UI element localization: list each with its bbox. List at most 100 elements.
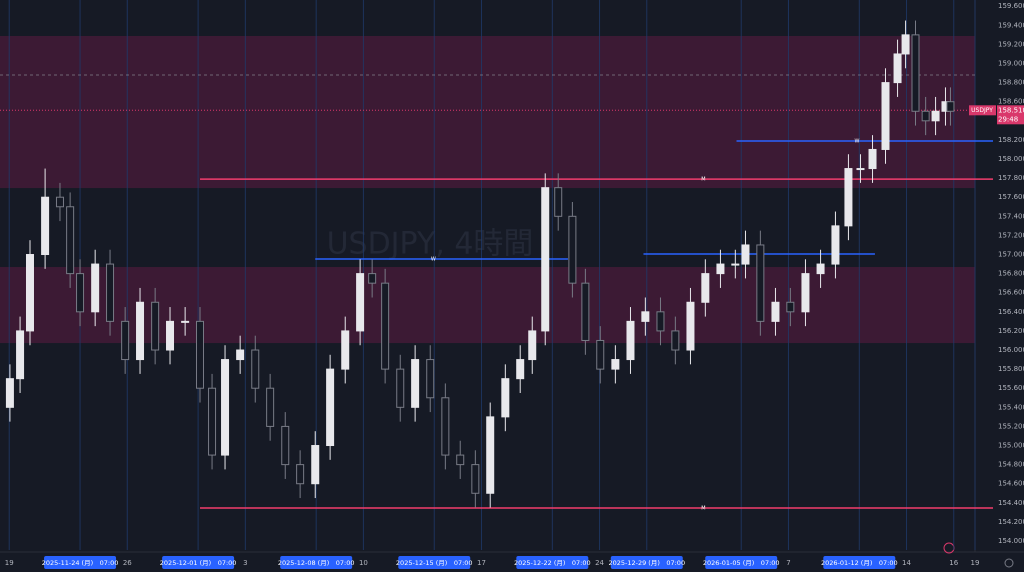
candle-body — [946, 101, 955, 112]
y-tick-label: 158.800 — [998, 79, 1024, 87]
y-tick-label: 154.000 — [998, 537, 1024, 545]
candle-body — [66, 206, 75, 275]
candle-body — [921, 110, 930, 122]
watermark: USDJPY, 4時間 — [327, 227, 534, 262]
candle-body — [568, 215, 577, 284]
zone — [0, 36, 975, 189]
y-tick-label: 159.400 — [998, 21, 1024, 29]
x-tick-label: 2025-12-15 (月) 07:00 — [396, 559, 473, 567]
candle-body — [251, 349, 260, 389]
last-price-label: 158.510 — [998, 106, 1024, 114]
y-tick-label: 156.400 — [998, 308, 1024, 316]
x-tick-label: 2025-12-08 (月) 07:00 — [278, 559, 355, 567]
candle-body — [266, 387, 275, 427]
level-label: M — [701, 177, 705, 183]
candle-body — [741, 244, 750, 265]
y-tick-label: 155.600 — [998, 384, 1024, 392]
x-tick-label: 2025-12-22 (月) 07:00 — [514, 559, 591, 567]
x-tick-label: 10 — [359, 559, 368, 567]
y-tick-label: 156.200 — [998, 327, 1024, 335]
price-badge — [997, 105, 1024, 125]
candle-body — [41, 196, 50, 256]
y-tick-label: 156.600 — [998, 289, 1024, 297]
date-label-bg — [705, 556, 778, 569]
x-tick-label: 3 — [243, 559, 247, 567]
candle-body — [501, 378, 510, 418]
settings-icon[interactable] — [1004, 558, 1014, 568]
y-tick-label: 158.200 — [998, 136, 1024, 144]
candle-body — [426, 359, 435, 399]
candle-body — [801, 273, 810, 313]
x-tick-label: 26 — [123, 559, 132, 567]
candle-body — [25, 254, 34, 332]
x-tick-label: 2025-11-24 (月) 07:00 — [42, 559, 119, 567]
candle-body — [611, 359, 620, 370]
y-tick-label: 155.000 — [998, 442, 1024, 450]
candle-body — [786, 301, 795, 313]
y-tick-label: 157.000 — [998, 251, 1024, 259]
candle-body — [441, 397, 450, 456]
date-label-bg — [516, 556, 589, 569]
candle-body — [771, 301, 780, 322]
candle-body — [901, 34, 910, 55]
level-label: W — [431, 257, 436, 263]
y-tick-label: 154.200 — [998, 518, 1024, 526]
date-label-bg — [398, 556, 471, 569]
y-tick-label: 156.800 — [998, 270, 1024, 278]
date-label-bg — [162, 556, 235, 569]
candle-body — [756, 244, 765, 322]
candle-body — [528, 330, 537, 361]
candle-body — [831, 225, 840, 265]
x-tick-label: 17 — [477, 559, 486, 567]
x-tick-label: 2025-12-29 (月) 07:00 — [608, 559, 685, 567]
candle-body — [121, 320, 130, 361]
candle-body — [656, 311, 665, 332]
candle-body — [5, 378, 14, 408]
date-label-bg — [823, 556, 896, 569]
candle-body — [816, 263, 825, 275]
candle-body — [181, 320, 190, 323]
countdown: 29:48 — [998, 115, 1018, 123]
y-tick-label: 157.200 — [998, 231, 1024, 239]
candle-body — [356, 273, 365, 332]
candle-body — [16, 330, 25, 380]
candle-body — [91, 263, 100, 313]
level-label: W — [854, 139, 859, 145]
x-tick-label: 2026-01-05 (月) 07:00 — [703, 559, 780, 567]
candle-body — [581, 282, 590, 341]
candle-body — [196, 320, 205, 389]
y-tick-label: 155.800 — [998, 365, 1024, 373]
candle-body — [731, 263, 740, 266]
candle-body — [166, 320, 175, 351]
candle-body — [341, 330, 350, 370]
candle-body — [55, 196, 64, 208]
x-tick-label: 24 — [595, 559, 604, 567]
candle-body — [541, 187, 550, 332]
candle-body — [106, 263, 115, 322]
level-label: M — [701, 505, 705, 511]
y-tick-label: 156.000 — [998, 346, 1024, 354]
zone — [0, 267, 975, 344]
y-tick-label: 154.400 — [998, 499, 1024, 507]
candle-body — [411, 359, 420, 408]
candle-body — [326, 368, 335, 447]
y-tick-label: 159.600 — [998, 2, 1024, 10]
candle-body — [471, 464, 480, 494]
y-tick-label: 158.000 — [998, 155, 1024, 163]
candle-body — [596, 339, 605, 370]
candle-body — [76, 273, 85, 313]
date-label-bg — [610, 556, 683, 569]
candle-body — [626, 320, 635, 361]
x-tick-label: 19 — [5, 559, 14, 567]
candle-body — [236, 349, 245, 361]
candle-body — [381, 282, 390, 370]
y-tick-label: 154.800 — [998, 461, 1024, 469]
y-tick-label: 158.600 — [998, 98, 1024, 106]
y-tick-label: 157.800 — [998, 174, 1024, 182]
y-tick-label: 155.400 — [998, 403, 1024, 411]
candle-body — [368, 273, 377, 284]
candle-body — [881, 82, 890, 150]
candle-body — [686, 301, 695, 351]
candle-body — [456, 454, 465, 466]
